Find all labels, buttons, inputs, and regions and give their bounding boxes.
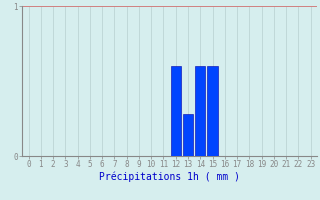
Bar [171,66,181,156]
Bar [195,66,205,156]
Bar [183,114,193,156]
X-axis label: Précipitations 1h ( mm ): Précipitations 1h ( mm ) [99,172,240,182]
Bar [207,66,218,156]
